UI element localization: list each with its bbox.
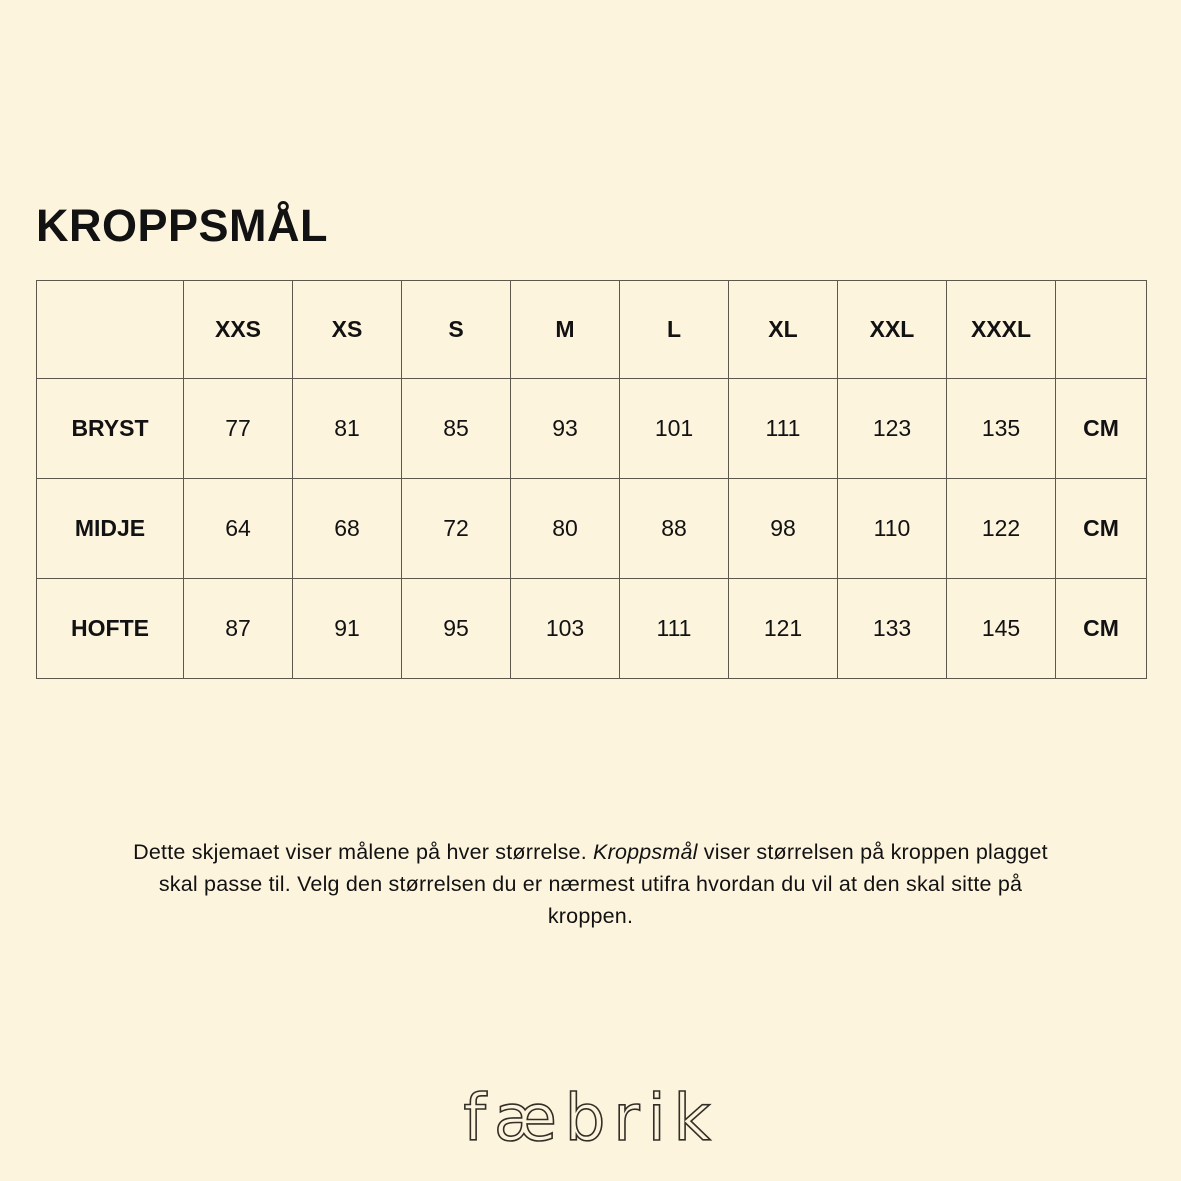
bryst-unit: CM	[1055, 378, 1147, 479]
bryst-m: 93	[510, 378, 620, 479]
hofte-m: 103	[510, 578, 620, 679]
bryst-l: 101	[619, 378, 729, 479]
hofte-xs: 91	[292, 578, 402, 679]
size-header-xl: XL	[728, 280, 838, 379]
table-row-hofte: HOFTE 87 91 95 103 111 121 133 145 CM	[36, 578, 1147, 679]
row-label-hofte: HOFTE	[36, 578, 184, 679]
midje-xxl: 110	[837, 478, 947, 579]
midje-s: 72	[401, 478, 511, 579]
midje-xs: 68	[292, 478, 402, 579]
hofte-s: 95	[401, 578, 511, 679]
size-header-xxs: XXS	[183, 280, 293, 379]
hofte-xxxl: 145	[946, 578, 1056, 679]
hofte-unit: CM	[1055, 578, 1147, 679]
row-label-bryst: BRYST	[36, 378, 184, 479]
table-row-bryst: BRYST 77 81 85 93 101 111 123 135 CM	[36, 378, 1147, 479]
bryst-xl: 111	[728, 378, 838, 479]
page-title: KROPPSMÅL	[36, 200, 329, 251]
size-header-s: S	[401, 280, 511, 379]
midje-xxxl: 122	[946, 478, 1056, 579]
fabrik-logo: fæbrik	[421, 1062, 761, 1172]
midje-xl: 98	[728, 478, 838, 579]
midje-unit: CM	[1055, 478, 1147, 579]
fabrik-logo-text: fæbrik	[463, 1082, 718, 1156]
corner-cell	[36, 280, 184, 379]
row-label-midje: MIDJE	[36, 478, 184, 579]
description-part2: viser størrelsen på kroppen plagget skal…	[158, 840, 1048, 928]
size-header-xxl: XXL	[837, 280, 947, 379]
size-header-l: L	[619, 280, 729, 379]
bryst-xxl: 123	[837, 378, 947, 479]
fabrik-logo-graphic: fæbrik	[462, 1081, 718, 1157]
bryst-xxs: 77	[183, 378, 293, 479]
hofte-xxs: 87	[183, 578, 293, 679]
midje-xxs: 64	[183, 478, 293, 579]
hofte-l: 111	[619, 578, 729, 679]
table-header-row: XXS XS S M L XL XXL XXXL	[36, 280, 1147, 379]
size-guide-description: Dette skjemaet viser målene på hver stør…	[126, 836, 1056, 932]
bryst-xxxl: 135	[946, 378, 1056, 479]
size-header-xxxl: XXXL	[946, 280, 1056, 379]
header-unit-cell	[1055, 280, 1147, 379]
size-chart-table: XXS XS S M L XL XXL XXXL BRYST 77 81 85 …	[36, 280, 1147, 679]
description-part1: Dette skjemaet viser målene på hver stør…	[133, 840, 594, 864]
description-italic-term: Kroppsmål	[593, 840, 698, 864]
midje-l: 88	[619, 478, 729, 579]
bryst-s: 85	[401, 378, 511, 479]
size-header-xs: XS	[292, 280, 402, 379]
hofte-xl: 121	[728, 578, 838, 679]
size-header-m: M	[510, 280, 620, 379]
midje-m: 80	[510, 478, 620, 579]
hofte-xxl: 133	[837, 578, 947, 679]
table-row-midje: MIDJE 64 68 72 80 88 98 110 122 CM	[36, 478, 1147, 579]
bryst-xs: 81	[292, 378, 402, 479]
